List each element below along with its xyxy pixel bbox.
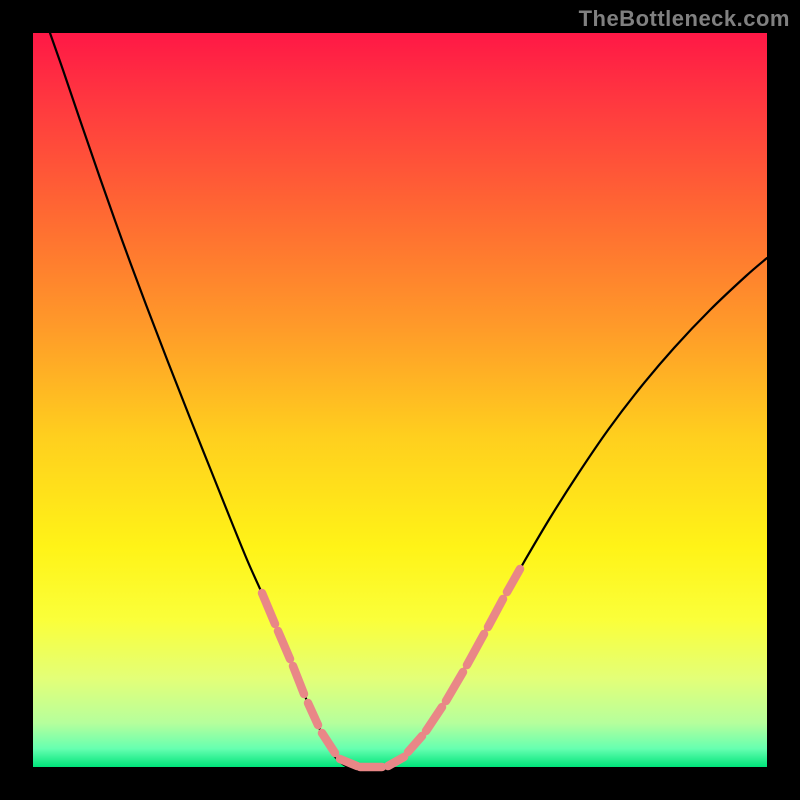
plot-area [33,33,767,767]
watermark-text: TheBottleneck.com [579,6,790,32]
chart-svg [0,0,800,800]
stage: TheBottleneck.com [0,0,800,800]
